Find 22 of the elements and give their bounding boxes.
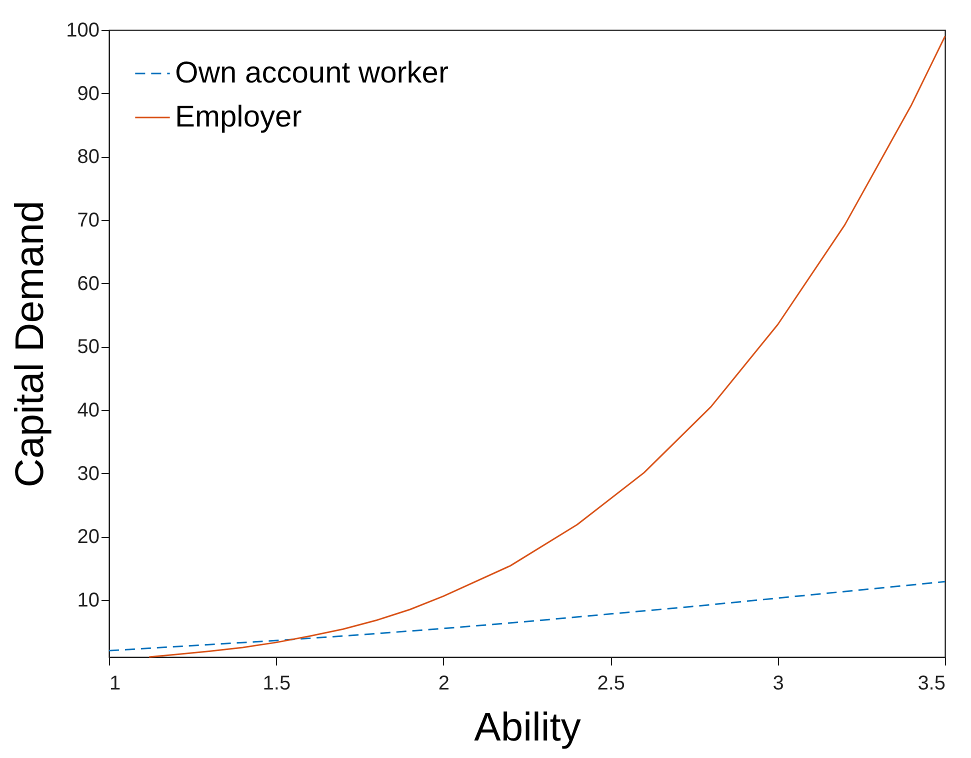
y-tick-label: 100 [66, 20, 100, 42]
y-tick-label: 70 [77, 210, 100, 232]
line-series [148, 36, 946, 658]
x-tick-label: 1.5 [262, 672, 291, 694]
x-tick-label: 3 [772, 672, 784, 694]
line-series [108, 580, 946, 652]
y-tick-label: 10 [77, 590, 100, 612]
y-tick-label: 90 [77, 82, 100, 105]
x-tick-label: 2 [438, 672, 450, 694]
legend-label: Employer [175, 100, 302, 134]
y-tick-label: 60 [77, 272, 100, 295]
x-tick-label: 1 [110, 672, 121, 694]
x-tick-label: 2.5 [597, 672, 626, 694]
y-tick-label: 40 [77, 400, 100, 422]
y-tick-label: 50 [77, 336, 100, 358]
y-tick-label: 20 [77, 526, 100, 548]
y-tick-label: 80 [77, 146, 100, 168]
y-tick-label: 30 [77, 462, 100, 485]
x-axis-title: Ability [474, 706, 581, 750]
x-tick-label: 3.5 [918, 672, 946, 694]
y-axis-title: Capital Demand [8, 200, 52, 488]
legend-label: Own account worker [175, 56, 448, 90]
